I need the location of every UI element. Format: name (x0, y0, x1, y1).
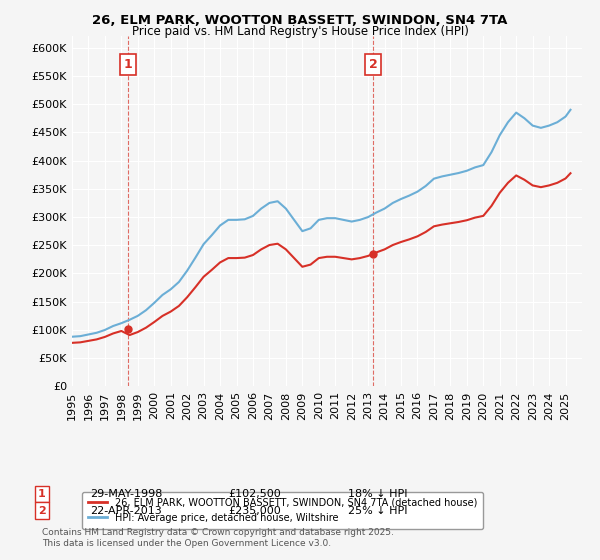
Text: 22-APR-2013: 22-APR-2013 (90, 506, 162, 516)
Text: Contains HM Land Registry data © Crown copyright and database right 2025.
This d: Contains HM Land Registry data © Crown c… (42, 528, 394, 548)
Text: 18% ↓ HPI: 18% ↓ HPI (348, 489, 407, 499)
Text: 2: 2 (369, 58, 377, 71)
Legend: 26, ELM PARK, WOOTTON BASSETT, SWINDON, SN4 7TA (detached house), HPI: Average p: 26, ELM PARK, WOOTTON BASSETT, SWINDON, … (82, 492, 483, 529)
Text: 1: 1 (38, 489, 46, 499)
Text: £102,500: £102,500 (228, 489, 281, 499)
Text: Price paid vs. HM Land Registry's House Price Index (HPI): Price paid vs. HM Land Registry's House … (131, 25, 469, 38)
Text: 25% ↓ HPI: 25% ↓ HPI (348, 506, 407, 516)
Text: 2: 2 (38, 506, 46, 516)
Text: 1: 1 (124, 58, 133, 71)
Text: £235,000: £235,000 (228, 506, 281, 516)
Text: 26, ELM PARK, WOOTTON BASSETT, SWINDON, SN4 7TA: 26, ELM PARK, WOOTTON BASSETT, SWINDON, … (92, 14, 508, 27)
Text: 29-MAY-1998: 29-MAY-1998 (90, 489, 163, 499)
